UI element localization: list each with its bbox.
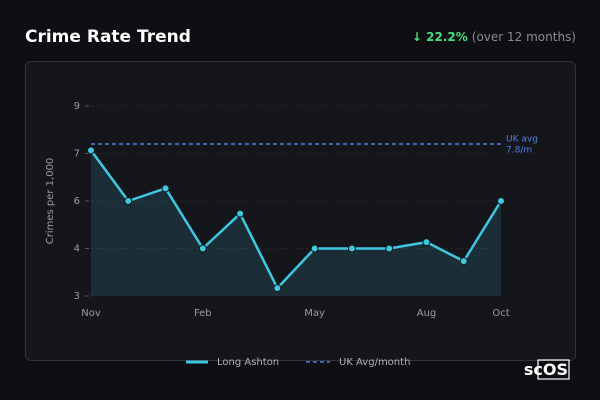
- brand-boxed: OS: [543, 360, 568, 379]
- legend-label: Long Ashton: [217, 357, 279, 368]
- point: [87, 146, 95, 155]
- x-tick-label: Aug: [417, 308, 437, 319]
- brand: scOS: [524, 360, 568, 379]
- y-tick-label: 7: [74, 149, 80, 160]
- point: [347, 244, 356, 253]
- point: [497, 197, 505, 205]
- y-tick-label: 9: [74, 101, 80, 112]
- point: [385, 244, 394, 253]
- reference-label: UK avg: [506, 135, 538, 145]
- line: [89, 149, 503, 290]
- x-tick-label: May: [304, 308, 325, 319]
- point: [161, 184, 170, 193]
- area: [91, 150, 501, 296]
- point: [310, 244, 319, 253]
- point: [273, 284, 282, 293]
- point: [124, 197, 133, 205]
- x-tick-label: Oct: [492, 308, 509, 319]
- reference-value-label: 7.8/m: [506, 146, 532, 156]
- point: [198, 244, 207, 253]
- change: ↓ 22.2% (over 12 months): [412, 30, 576, 44]
- y-tick-label: 3: [74, 291, 80, 302]
- y-tick-label: 6: [74, 196, 80, 207]
- brand-box: [537, 359, 570, 380]
- point: [236, 209, 245, 218]
- point: [422, 238, 431, 247]
- x-tick-label: Feb: [194, 308, 212, 319]
- point: [459, 257, 468, 266]
- title: Crime Rate Trend: [25, 27, 191, 47]
- brand-prefix: sc: [524, 360, 543, 379]
- y-axis-label: Crimes per 1,000: [45, 158, 56, 245]
- legend-label: UK Avg/month: [339, 357, 410, 368]
- plot: 3 4 6 7 9 Crimes per 1,000 Nov Feb May Aug Oct UK a…: [45, 101, 538, 368]
- y-tick-label: 4: [74, 244, 80, 255]
- x-tick-label: Nov: [81, 308, 101, 319]
- change-period: (over 12 months): [472, 30, 576, 44]
- chart-card: [25, 61, 576, 361]
- change-value: ↓ 22.2%: [412, 30, 468, 44]
